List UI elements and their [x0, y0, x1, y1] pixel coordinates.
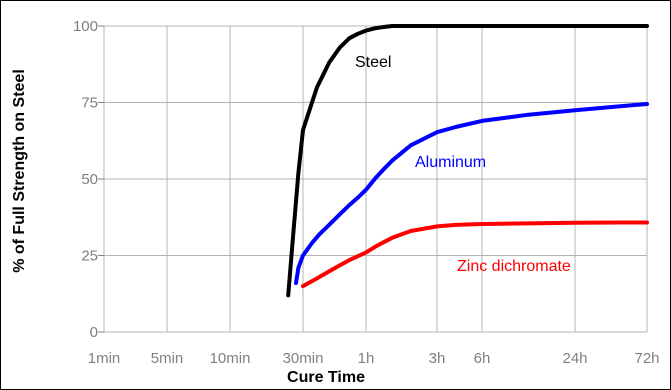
x-tick-label-6: 6h [474, 350, 491, 367]
y-tick-label-4: 100 [73, 18, 98, 35]
x-tick-label-2: 10min [210, 350, 251, 367]
y-tick-label-0: 0 [90, 324, 98, 341]
x-tick-label-3: 30min [283, 350, 324, 367]
x-axis-title: Cure Time [287, 369, 365, 386]
y-axis-title: % of Full Strength on Steel [11, 69, 28, 273]
y-tick-label-3: 75 [81, 95, 98, 112]
series-label-steel: Steel [355, 54, 391, 71]
x-tick-label-8: 72h [634, 350, 659, 367]
series-label-zinc-dichromate: Zinc dichromate [457, 258, 571, 275]
series-line-aluminum [294, 102, 649, 285]
x-tick-label-7: 24h [562, 350, 587, 367]
series-line-zinc-dichromate [301, 220, 649, 289]
series-label-aluminum: Aluminum [415, 154, 486, 171]
x-tick-label-5: 3h [429, 350, 446, 367]
y-tick-label-2: 50 [81, 171, 98, 188]
tick-labels: 1min 5min 10min 30min 1h 3h 6h 24h 72h 0 25 50 75 100 [73, 18, 660, 367]
x-tick-label-4: 1h [358, 350, 375, 367]
y-tick-label-1: 25 [81, 248, 98, 265]
series-layer [286, 24, 649, 298]
series-line-steel [286, 24, 649, 298]
x-tick-label-0: 1min [88, 350, 121, 367]
x-tick-label-1: 5min [151, 350, 184, 367]
